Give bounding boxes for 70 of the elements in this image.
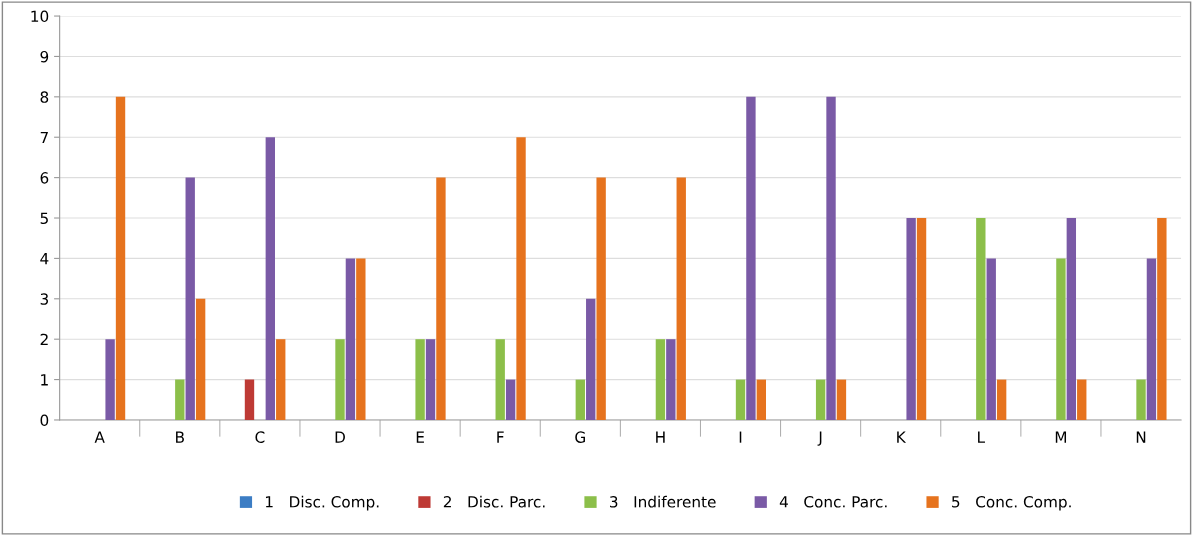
bar [425, 339, 436, 420]
bar [335, 339, 345, 420]
x-tick-label: I [739, 431, 742, 443]
x-tick-label: D [335, 431, 345, 443]
x-tick-label: G [575, 431, 585, 443]
bar [175, 379, 185, 420]
y-tick-label: 1 [41, 374, 48, 386]
bar [105, 339, 115, 420]
bar [815, 379, 826, 420]
legend-label: 1 Disc. Comp. [265, 495, 379, 511]
bar [756, 379, 767, 420]
x-tick-label: B [176, 431, 184, 443]
bar [906, 218, 916, 420]
bar [586, 298, 596, 420]
x-tick-label: K [897, 431, 907, 443]
x-tick-label: A [94, 431, 105, 443]
bar [345, 258, 356, 420]
bar [655, 339, 666, 420]
x-tick-label: E [416, 431, 424, 443]
bar [436, 177, 446, 420]
legend-label: 5 Conc. Comp. [952, 496, 1071, 511]
legend-label: 3 Indiferente [610, 495, 716, 508]
y-tick-label: 10 [31, 10, 49, 23]
bar [1157, 218, 1167, 420]
y-tick-label: 0 [40, 414, 49, 426]
bar [1146, 258, 1157, 420]
bar [916, 218, 927, 420]
legend-label: 4 Conc. Parc. [779, 496, 887, 508]
y-tick-label: 4 [40, 253, 49, 265]
x-tick-label: C [255, 431, 265, 443]
x-tick-label: L [978, 431, 985, 443]
bar [826, 96, 836, 420]
bar [115, 96, 126, 420]
legend-label: 2 Disc. Parc. [443, 495, 545, 508]
bar [356, 258, 366, 420]
bar [996, 379, 1007, 420]
y-tick-label: 9 [40, 50, 49, 63]
y-tick-label: 8 [40, 91, 49, 103]
bar [676, 177, 686, 420]
bar [986, 258, 996, 420]
x-tick-label: J [817, 431, 822, 446]
bar [276, 339, 286, 420]
bar [415, 339, 425, 420]
y-tick-label: 2 [40, 333, 48, 345]
bar [1066, 218, 1077, 420]
bar [1056, 258, 1066, 420]
bar [735, 379, 746, 420]
x-tick-label: M [1055, 431, 1067, 443]
bar [185, 177, 195, 420]
bar [976, 218, 986, 420]
bar [495, 339, 505, 420]
x-tick-label: H [656, 431, 665, 443]
y-tick-label: 3 [40, 293, 49, 305]
bar [195, 298, 206, 420]
bar [1136, 379, 1146, 420]
bar [666, 339, 676, 420]
bar [836, 379, 847, 420]
bar [244, 379, 255, 420]
y-tick-label: 6 [40, 172, 49, 184]
x-tick-label: N [1136, 431, 1146, 443]
bar [1077, 379, 1087, 420]
bar [575, 379, 585, 420]
bar [746, 96, 756, 420]
bar [265, 137, 275, 420]
x-tick-label: F [497, 431, 504, 443]
bar [596, 177, 606, 420]
y-tick-label: 7 [40, 131, 48, 144]
bar [516, 137, 526, 420]
bar [505, 379, 516, 420]
y-tick-label: 5 [40, 212, 48, 225]
